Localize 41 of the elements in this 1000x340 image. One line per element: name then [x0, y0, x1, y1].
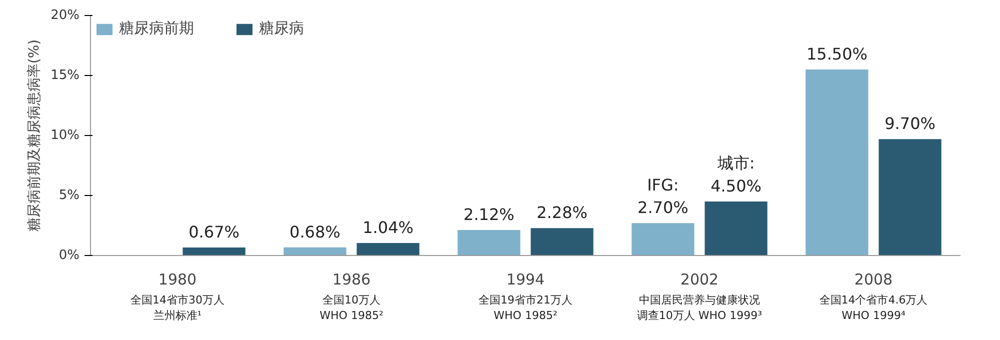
bar: [356, 243, 420, 256]
x-tick-label: 2008: [854, 270, 893, 288]
x-tick-label: 1994: [506, 270, 545, 288]
y-tick-label: 15%: [50, 68, 80, 83]
text: 中国居民营养与健康状况: [639, 294, 760, 306]
data-label: 城市: 4.50%: [710, 154, 762, 196]
bar: [632, 223, 694, 256]
x-tick-label: 2002: [680, 270, 719, 288]
bar: [878, 139, 942, 256]
x-tick-label: 1986: [332, 270, 371, 288]
data-label: 0.67%: [188, 222, 240, 242]
data-label: 2.28%: [536, 203, 588, 222]
text: 兰州标准¹: [153, 309, 202, 322]
y-tick-label: 20%: [50, 8, 80, 23]
text: 全国14个省市4.6万人: [819, 294, 928, 306]
x-tick-label: 1980: [158, 270, 197, 288]
bar: [182, 247, 246, 256]
text: 全国19省市21万人: [478, 294, 573, 306]
y-tick-label: 0%: [58, 248, 80, 263]
data-label: 0.68%: [290, 222, 340, 242]
y-axis-title: 糖尿病前期及糖尿病患病率(%): [26, 39, 43, 232]
data-label: 1.04%: [362, 218, 414, 238]
bar: [704, 202, 768, 256]
y-tick-label: 5%: [58, 188, 80, 203]
bar: [458, 230, 520, 256]
data-label: 2.12%: [464, 205, 514, 224]
legend-label: 糖尿病: [259, 19, 304, 38]
data-label: 15.50%: [806, 44, 868, 64]
text: 调查10万人 WHO 1999³: [636, 309, 762, 322]
text: 全国10万人: [322, 294, 380, 306]
text: WHO 1999⁴: [842, 309, 906, 322]
bar: [284, 247, 346, 256]
data-label: 9.70%: [884, 114, 936, 134]
bar: [806, 70, 868, 256]
text: WHO 1985²: [320, 309, 384, 322]
data-label: IFG: 2.70%: [638, 175, 688, 218]
y-tick-label: 10%: [50, 128, 80, 143]
text: 全国14省市30万人: [130, 294, 225, 306]
text: WHO 1985²: [494, 309, 558, 322]
legend-label: 糖尿病前期: [119, 19, 194, 38]
bar: [530, 228, 594, 256]
